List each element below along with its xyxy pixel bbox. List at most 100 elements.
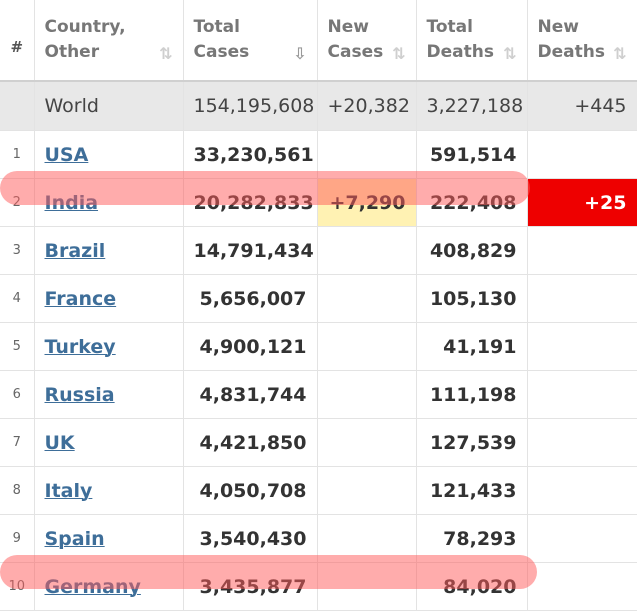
sort-icon[interactable]: ⇅ — [613, 44, 627, 63]
new-cases-cell — [317, 418, 417, 467]
new-deaths-cell — [527, 274, 637, 323]
table-row: 1 USA 33,230,561 591,514 — [0, 130, 637, 179]
country-link[interactable]: France — [44, 287, 117, 310]
sort-icon[interactable]: ⇅ — [392, 44, 406, 63]
header-total-deaths-line2: Deaths — [426, 42, 494, 62]
table-row: 6 Russia 4,831,744 111,198 — [0, 370, 637, 419]
new-cases-cell — [317, 130, 417, 179]
header-new-cases[interactable]: New Cases ⇅ — [317, 0, 417, 82]
new-deaths-cell — [527, 370, 637, 419]
country-link[interactable]: Brazil — [44, 239, 106, 262]
row-rank: 1 — [0, 130, 35, 179]
total-deaths-cell: 222,408 — [416, 178, 528, 227]
total-deaths-cell: 41,191 — [416, 322, 528, 371]
total-cases-cell: 4,050,708 — [183, 466, 318, 515]
total-deaths-cell: 105,130 — [416, 274, 528, 323]
new-deaths-cell — [527, 514, 637, 563]
country-link[interactable]: Russia — [44, 383, 115, 406]
row-rank: 3 — [0, 226, 35, 275]
country-cell: Russia — [34, 370, 184, 419]
country-link[interactable]: Germany — [44, 575, 141, 598]
country-link[interactable]: Turkey — [44, 335, 116, 358]
header-new-deaths[interactable]: New Deaths ⇅ — [527, 0, 637, 82]
row-rank: 4 — [0, 274, 35, 323]
world-new-cases: +20,382 — [317, 81, 417, 131]
country-link[interactable]: USA — [44, 143, 89, 166]
header-country-line2: Other — [44, 42, 100, 62]
new-deaths-cell — [527, 466, 637, 515]
header-country-line1: Country, — [44, 17, 126, 37]
new-deaths-cell — [527, 130, 637, 179]
table-row: 10 Germany 3,435,877 84,020 — [0, 562, 637, 611]
row-rank: 10 — [0, 562, 35, 611]
country-cell: India — [34, 178, 184, 227]
new-cases-cell — [317, 562, 417, 611]
total-cases-cell: 14,791,434 — [183, 226, 318, 275]
row-rank: 2 — [0, 178, 35, 227]
header-total-cases-line2: Cases — [193, 42, 250, 62]
total-deaths-cell: 591,514 — [416, 130, 528, 179]
total-cases-cell: 4,900,121 — [183, 322, 318, 371]
new-cases-cell — [317, 466, 417, 515]
table-row: 2 India 20,282,833 +7,290 222,408 +25 — [0, 178, 637, 227]
header-rank-label: # — [10, 37, 24, 56]
new-deaths-cell: +25 — [527, 178, 637, 227]
total-cases-cell: 20,282,833 — [183, 178, 318, 227]
table-row: 8 Italy 4,050,708 121,433 — [0, 466, 637, 515]
header-new-cases-line2: Cases — [327, 42, 384, 62]
world-new-deaths: +445 — [527, 81, 637, 131]
new-cases-cell — [317, 514, 417, 563]
sort-desc-icon[interactable]: ⇩ — [293, 44, 307, 63]
world-total-cases: 154,195,608 — [183, 81, 318, 131]
header-row: # Country, Other ⇅ Total Cases ⇩ New Cas… — [0, 0, 637, 82]
new-deaths-cell — [527, 418, 637, 467]
total-cases-cell: 33,230,561 — [183, 130, 318, 179]
total-cases-cell: 4,421,850 — [183, 418, 318, 467]
table-row: 7 UK 4,421,850 127,539 — [0, 418, 637, 467]
total-deaths-cell: 78,293 — [416, 514, 528, 563]
country-cell: USA — [34, 130, 184, 179]
table-row: 5 Turkey 4,900,121 41,191 — [0, 322, 637, 371]
total-deaths-cell: 84,020 — [416, 562, 528, 611]
country-link[interactable]: UK — [44, 431, 75, 454]
new-cases-cell: +7,290 — [317, 178, 417, 227]
header-total-cases[interactable]: Total Cases ⇩ — [183, 0, 318, 82]
new-deaths-cell — [527, 226, 637, 275]
header-total-deaths-line1: Total — [426, 17, 473, 37]
row-rank: 5 — [0, 322, 35, 371]
total-deaths-cell: 408,829 — [416, 226, 528, 275]
header-total-deaths[interactable]: Total Deaths ⇅ — [416, 0, 528, 82]
world-country: World — [34, 81, 184, 131]
total-deaths-cell: 127,539 — [416, 418, 528, 467]
table-row: 4 France 5,656,007 105,130 — [0, 274, 637, 323]
new-cases-cell — [317, 226, 417, 275]
header-rank[interactable]: # — [0, 0, 35, 82]
header-new-deaths-line2: Deaths — [537, 42, 605, 62]
country-cell: Turkey — [34, 322, 184, 371]
row-rank: 9 — [0, 514, 35, 563]
total-deaths-cell: 111,198 — [416, 370, 528, 419]
new-cases-cell — [317, 274, 417, 323]
total-deaths-cell: 121,433 — [416, 466, 528, 515]
table-row: 3 Brazil 14,791,434 408,829 — [0, 226, 637, 275]
world-row: World 154,195,608 +20,382 3,227,188 +445 — [0, 81, 637, 131]
country-cell: Germany — [34, 562, 184, 611]
row-rank: 7 — [0, 418, 35, 467]
country-link[interactable]: Italy — [44, 479, 93, 502]
world-total-deaths: 3,227,188 — [416, 81, 528, 131]
new-deaths-cell — [527, 322, 637, 371]
header-new-cases-line1: New — [327, 17, 369, 37]
new-deaths-cell — [527, 562, 637, 611]
total-cases-cell: 4,831,744 — [183, 370, 318, 419]
country-cell: Spain — [34, 514, 184, 563]
sort-icon[interactable]: ⇅ — [159, 44, 173, 63]
header-total-cases-line1: Total — [193, 17, 240, 37]
new-cases-cell — [317, 370, 417, 419]
country-cell: France — [34, 274, 184, 323]
total-cases-cell: 3,435,877 — [183, 562, 318, 611]
country-link[interactable]: Spain — [44, 527, 105, 550]
header-country[interactable]: Country, Other ⇅ — [34, 0, 184, 82]
sort-icon[interactable]: ⇅ — [503, 44, 517, 63]
country-link[interactable]: India — [44, 191, 99, 214]
